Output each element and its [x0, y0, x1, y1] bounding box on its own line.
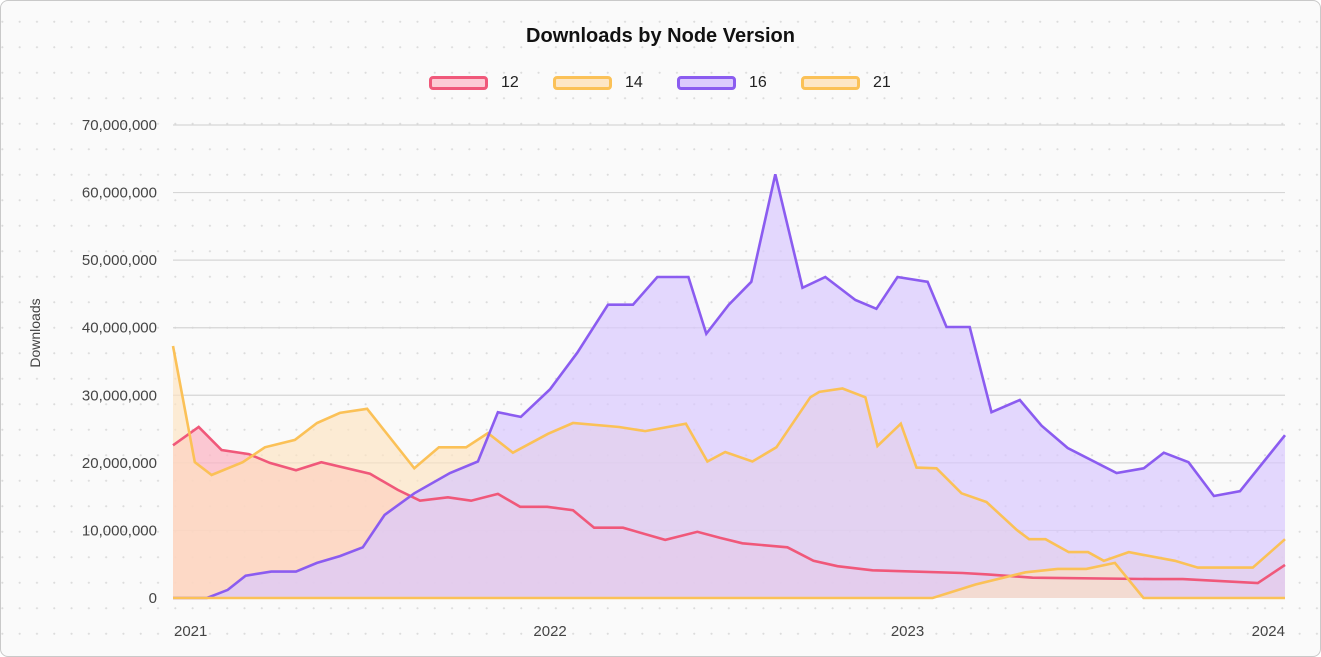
- y-tick-label: 0: [149, 590, 157, 607]
- series-line-16[interactable]: [173, 173, 1287, 600]
- series-area-16: [173, 174, 1285, 599]
- series-line-21[interactable]: [173, 561, 1285, 600]
- series-line-14[interactable]: [171, 345, 1286, 569]
- legend-item-12[interactable]: 12: [429, 72, 519, 94]
- y-tick-label: 50,000,000: [82, 252, 157, 269]
- legend-item-14[interactable]: 14: [553, 72, 643, 94]
- x-tick-label: 2023: [891, 623, 924, 640]
- legend: 12 14 16 21: [1, 72, 1320, 94]
- y-tick-label: 70,000,000: [82, 117, 157, 134]
- y-axis-ticks: 0 10,000,000 20,000,000 30,000,000 40,000,00…: [82, 117, 157, 607]
- legend-item-21[interactable]: 21: [801, 72, 891, 94]
- x-axis-ticks: 2021 2022 2023 2024: [174, 623, 1285, 640]
- series-line-12[interactable]: [172, 425, 1286, 585]
- x-tick-label: 2021: [174, 623, 207, 640]
- legend-swatch-14: [553, 76, 612, 90]
- y-tick-label: 40,000,000: [82, 320, 157, 337]
- y-tick-label: 30,000,000: [82, 387, 157, 404]
- legend-label-21: 21: [873, 74, 891, 91]
- series-areas: [173, 174, 1285, 599]
- chart-title: Downloads by Node Version: [526, 25, 795, 47]
- legend-swatch-16: [677, 76, 736, 90]
- legend-swatch-12: [429, 76, 488, 90]
- series-area-21: [173, 562, 1285, 598]
- y-tick-label: 10,000,000: [82, 522, 157, 539]
- y-tick-label: 60,000,000: [82, 185, 157, 202]
- legend-swatch-21: [801, 76, 860, 90]
- legend-label-14: 14: [625, 74, 643, 91]
- legend-label-12: 12: [501, 74, 519, 91]
- y-tick-label: 20,000,000: [82, 455, 157, 472]
- x-tick-label: 2022: [533, 623, 566, 640]
- x-tick-label: 2024: [1252, 623, 1285, 640]
- legend-item-16[interactable]: 16: [677, 72, 767, 94]
- legend-label-16: 16: [749, 74, 767, 91]
- series-lines: [171, 173, 1287, 600]
